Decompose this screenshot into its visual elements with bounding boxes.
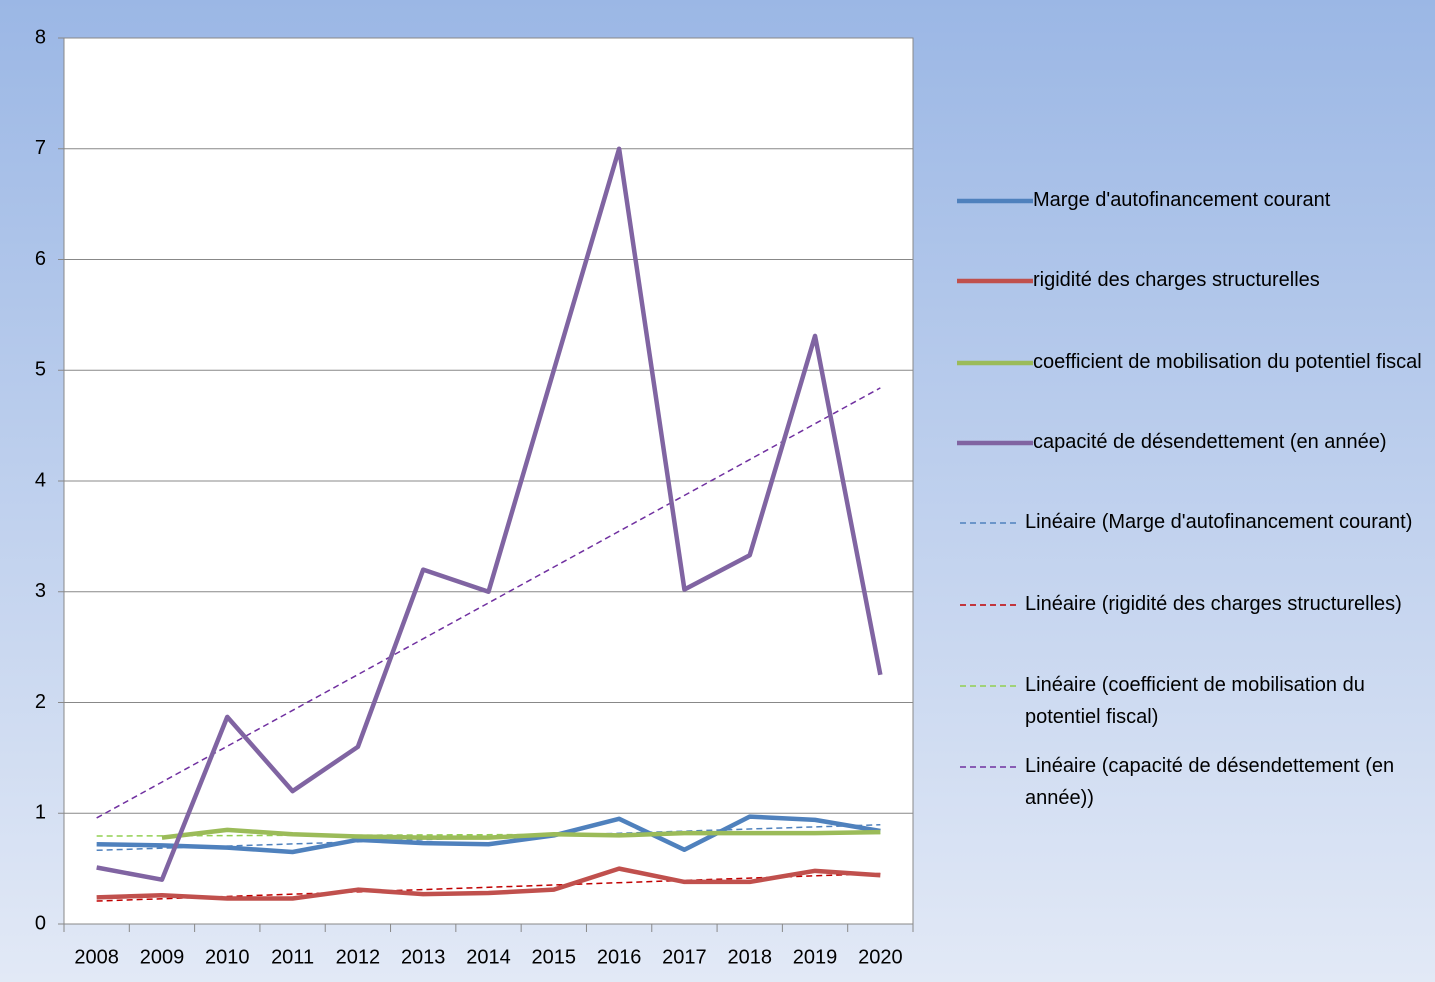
legend-label: coefficient de mobilisation du potentiel… — [1033, 351, 1422, 373]
x-tick-label: 2017 — [662, 946, 707, 968]
y-tick-label: 1 — [35, 802, 46, 824]
series-line — [96, 866, 881, 901]
series-line — [96, 146, 883, 882]
series-line — [161, 827, 881, 840]
x-tick-label: 2013 — [401, 946, 446, 968]
x-tick-label: 2019 — [793, 946, 838, 968]
y-tick-label: 6 — [35, 248, 46, 270]
x-tick-label: 2014 — [466, 946, 511, 968]
x-tick-label: 2011 — [271, 946, 314, 968]
legend-label: Marge d'autofinancement courant — [1033, 189, 1331, 211]
x-tick-label: 2009 — [140, 946, 185, 968]
x-tick-label: 2010 — [205, 946, 250, 968]
legend-entry: Marge d'autofinancement courant — [957, 184, 1427, 216]
legend-swatch — [957, 198, 1033, 204]
legend-label: Linéaire (rigidité des charges structure… — [1025, 593, 1402, 615]
legend-entry: Linéaire (coefficient de mobilisation du… — [957, 669, 1427, 733]
x-tick-label: 2008 — [74, 946, 119, 968]
trend-line — [96, 387, 881, 819]
x-tick-label: 2012 — [336, 946, 381, 968]
y-tick-label: 0 — [35, 912, 46, 934]
series-line — [96, 814, 881, 855]
legend-label: Linéaire (Marge d'autofinancement couran… — [1025, 511, 1413, 533]
x-tick-label: 2018 — [727, 946, 772, 968]
legend-entry: Linéaire (Marge d'autofinancement couran… — [957, 506, 1427, 538]
y-tick-label: 3 — [35, 580, 46, 602]
x-tick-label: 2016 — [597, 946, 642, 968]
legend-swatch — [957, 278, 1033, 284]
x-tick-label: 2020 — [858, 946, 903, 968]
y-tick-label: 4 — [35, 469, 46, 491]
legend-label: capacité de désendettement (en année) — [1033, 431, 1387, 453]
legend-entry: capacité de désendettement (en année) — [957, 426, 1427, 458]
legend-label: Linéaire (capacité de désendettement (en… — [1025, 755, 1395, 809]
legend-label: rigidité des charges structurelles — [1033, 269, 1320, 291]
legend-entry: rigidité des charges structurelles — [957, 264, 1427, 296]
y-tick-label: 8 — [35, 26, 46, 48]
legend-swatch — [960, 685, 1020, 687]
y-tick-label: 7 — [35, 137, 46, 159]
legend-label: Linéaire (coefficient de mobilisation du… — [1025, 674, 1365, 728]
legend-swatch — [960, 604, 1020, 606]
legend-swatch — [960, 522, 1020, 524]
legend-swatch — [957, 440, 1033, 446]
legend-entry: coefficient de mobilisation du potentiel… — [957, 346, 1427, 378]
legend-swatch — [957, 360, 1033, 366]
x-tick-label: 2015 — [532, 946, 577, 968]
legend-swatch — [960, 766, 1020, 768]
y-tick-label: 5 — [35, 359, 46, 381]
y-tick-label: 2 — [35, 691, 46, 713]
legend-entry: Linéaire (rigidité des charges structure… — [957, 588, 1427, 620]
legend-entry: Linéaire (capacité de désendettement (en… — [957, 750, 1427, 814]
